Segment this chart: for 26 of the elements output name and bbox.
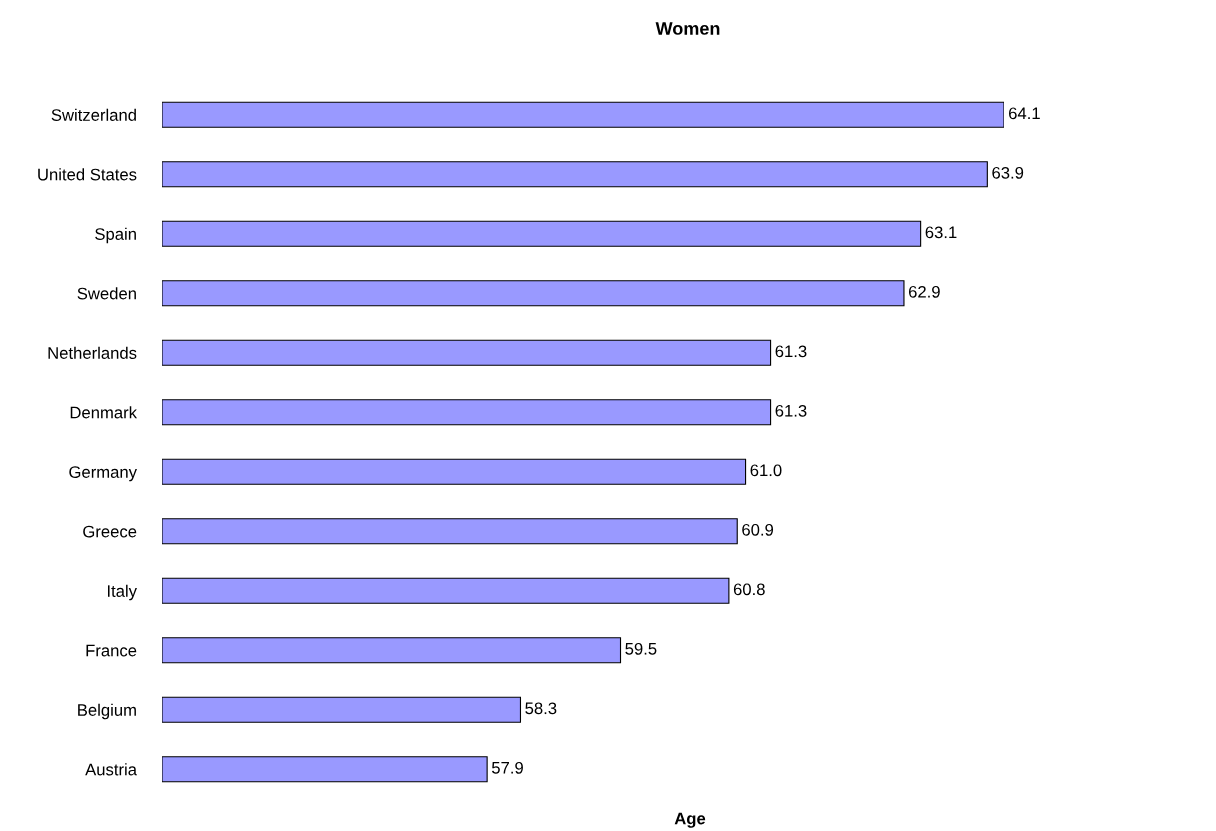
y-tick-label: Switzerland xyxy=(51,108,136,121)
y-tick-label: Belgium xyxy=(78,703,136,720)
data-label: 61.0 xyxy=(750,464,782,477)
data-label: 59.5 xyxy=(625,642,657,655)
data-label: 60.9 xyxy=(742,523,774,536)
data-label: 63.9 xyxy=(992,166,1024,179)
data-label: 62.9 xyxy=(908,285,940,298)
x-axis-title: Age xyxy=(674,812,706,828)
data-label: 61.3 xyxy=(775,345,807,358)
y-tick-label: Austria xyxy=(85,763,137,776)
data-label: 61.3 xyxy=(775,404,807,417)
y-tick-label: Italy xyxy=(107,584,137,601)
y-tick-label: Sweden xyxy=(77,287,136,300)
y-tick-label: France xyxy=(86,644,137,657)
data-label: 60.8 xyxy=(733,583,765,596)
chart-title: Women xyxy=(655,22,720,35)
y-tick-label: Denmark xyxy=(70,406,138,419)
data-label: 57.9 xyxy=(491,761,523,774)
y-tick-label: Greece xyxy=(83,525,137,538)
y-tick-label: Spain xyxy=(95,227,136,244)
y-tick-label: United States xyxy=(38,168,137,181)
data-label: 63.1 xyxy=(925,226,957,239)
data-label: 58.3 xyxy=(525,702,557,715)
y-tick-label: Netherlands xyxy=(48,346,137,359)
data-label: 64.1 xyxy=(1009,107,1040,120)
y-tick-label: Germany xyxy=(69,466,137,482)
